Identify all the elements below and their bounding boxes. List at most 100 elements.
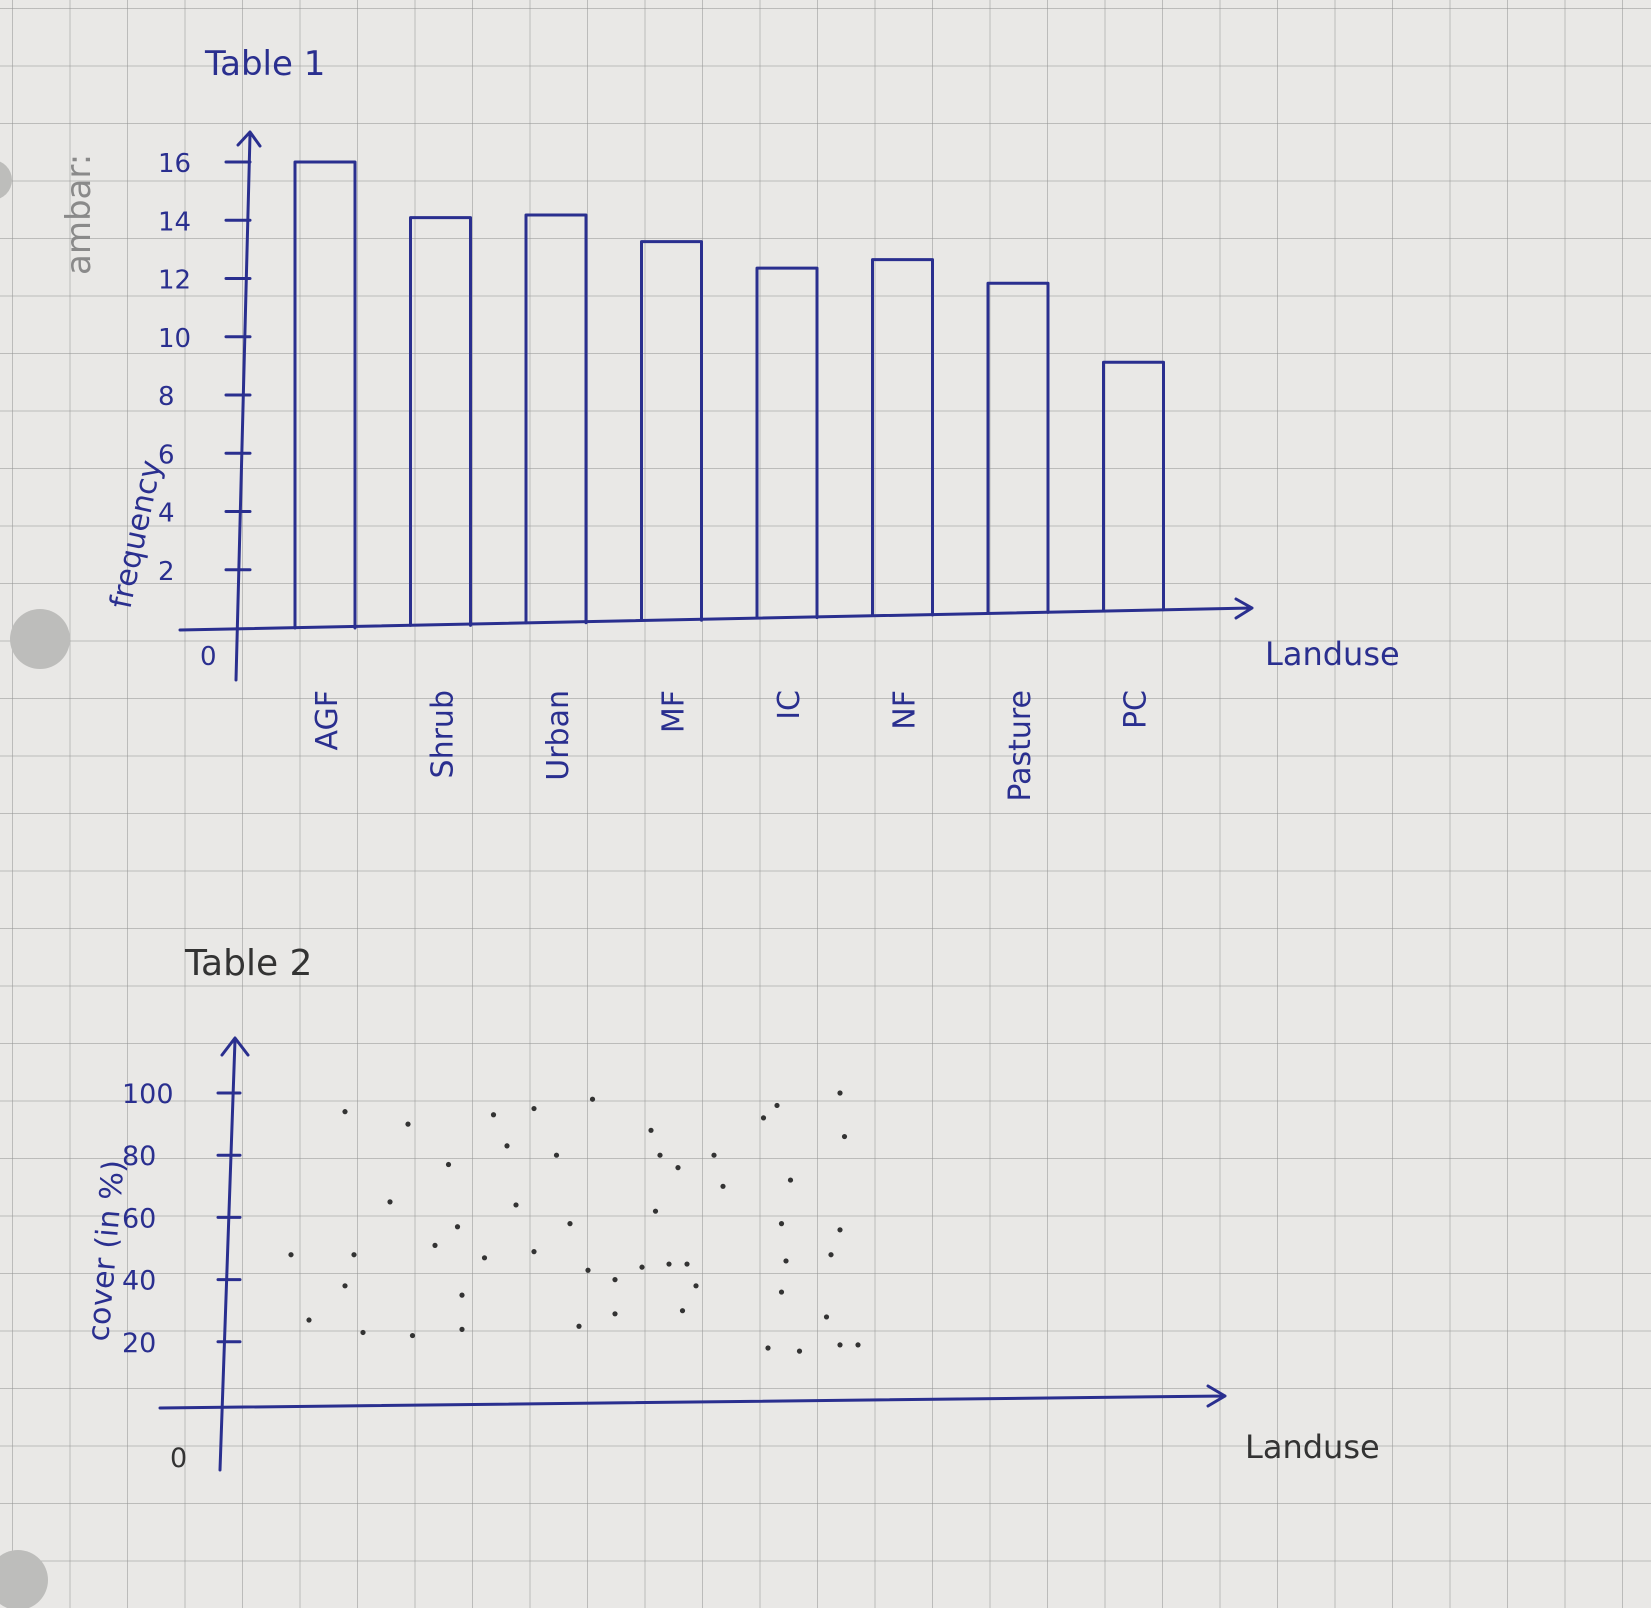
chart2-point xyxy=(612,1311,618,1317)
chart1-x-label: Landuse xyxy=(1265,635,1400,673)
chart1-bar xyxy=(524,213,588,625)
chart2-point xyxy=(405,1121,411,1127)
chart1-bar xyxy=(871,258,934,617)
chart2-y-ticks: 0 20 40 60 80 100 xyxy=(122,1079,242,1474)
chart2-point xyxy=(652,1208,659,1214)
chart1-x-axis xyxy=(178,597,1254,632)
chart2-point xyxy=(513,1202,519,1208)
chart2-point xyxy=(684,1261,690,1267)
chart2-point xyxy=(459,1326,465,1332)
chart1-y-tick-label: 2 xyxy=(158,557,175,587)
chart2-points xyxy=(288,1090,861,1354)
chart1-category-label: Shrub xyxy=(426,690,461,778)
chart2-point xyxy=(387,1199,393,1205)
chart1-bar xyxy=(640,240,703,622)
chart2-point xyxy=(409,1332,416,1339)
chart2-y-tick-label: 60 xyxy=(122,1203,156,1234)
chart2-point xyxy=(504,1143,510,1149)
chart1-y-axis xyxy=(234,130,262,682)
chart1-category-label: MF xyxy=(657,690,692,733)
chart2-point xyxy=(639,1264,645,1270)
chart2-point xyxy=(553,1152,560,1158)
chart1-category-label: NF xyxy=(888,690,923,730)
chart2-y-tick-label: 0 xyxy=(170,1443,187,1474)
chart1-category-label: IC xyxy=(772,690,807,720)
chart2-point xyxy=(693,1283,699,1289)
chart2-point xyxy=(783,1258,789,1264)
chart2-x-axis xyxy=(158,1384,1227,1410)
chart1-y-label: frequency xyxy=(104,457,170,611)
chart2-point xyxy=(787,1177,794,1183)
chart2-point xyxy=(765,1345,771,1351)
chart2-y-label: cover (in %) xyxy=(81,1159,132,1343)
chart2-point xyxy=(675,1165,681,1171)
chart2-point xyxy=(657,1152,663,1158)
chart2-point xyxy=(828,1252,834,1258)
chart2-point xyxy=(585,1267,591,1273)
chart2-y-tick-label: 80 xyxy=(122,1141,156,1172)
chart2-y-tick-label: 20 xyxy=(122,1328,156,1359)
chart2-point xyxy=(711,1152,717,1158)
chart2-point xyxy=(720,1183,726,1189)
chart1-y-tick-label: 8 xyxy=(158,382,175,412)
chart2-point xyxy=(855,1342,861,1348)
chart1-y-tick-label: 10 xyxy=(158,324,191,354)
chart2-point xyxy=(342,1283,348,1289)
chart2-y-tick-label: 40 xyxy=(122,1266,156,1297)
chart1-bars xyxy=(293,160,1165,630)
chart2-point xyxy=(648,1127,654,1133)
chart1-bar xyxy=(755,266,819,620)
chart1-bar xyxy=(293,160,357,630)
chart2-x-label: Landuse xyxy=(1245,1428,1380,1466)
chart2-point xyxy=(567,1221,573,1227)
binder-hole xyxy=(0,1550,48,1608)
chart2-point xyxy=(490,1112,497,1118)
chart2-point xyxy=(679,1308,686,1314)
chart2-point xyxy=(778,1221,785,1227)
chart1-bar xyxy=(1102,360,1165,612)
chart2-point xyxy=(837,1342,843,1348)
chart2-point xyxy=(823,1314,830,1320)
chart2-point xyxy=(576,1323,582,1329)
scatter-chart: Table 2 Landuse cover (in %) 0 20 40 60 80 10… xyxy=(81,943,1380,1474)
chart2-point xyxy=(481,1255,488,1261)
chart1-category-labels: AGF Shrub Urban MF IC NF Pasture PC xyxy=(310,690,1154,802)
chart2-y-tick-label: 100 xyxy=(122,1079,174,1110)
chart2-title: Table 2 xyxy=(184,943,312,984)
chart2-point xyxy=(666,1261,672,1267)
chart1-bar xyxy=(986,281,1050,614)
chart2-point xyxy=(778,1289,785,1295)
chart2-point xyxy=(432,1242,438,1248)
chart2-point xyxy=(841,1133,848,1140)
chart2-y-axis xyxy=(218,1036,250,1472)
chart2-point xyxy=(837,1227,843,1233)
chart2-point xyxy=(531,1249,537,1255)
binder-hole xyxy=(10,609,70,669)
chart1-y-tick-label: 4 xyxy=(158,499,175,529)
chart2-point xyxy=(760,1115,767,1121)
chart2-point xyxy=(454,1224,461,1230)
chart2-point xyxy=(531,1105,537,1112)
chart2-point xyxy=(796,1348,803,1354)
binder-hole xyxy=(0,161,12,199)
chart1-y-tick-label: 6 xyxy=(158,440,175,470)
chart1-y-tick-label: 16 xyxy=(158,149,191,179)
chart2-point xyxy=(837,1090,843,1096)
chart2-point xyxy=(342,1109,348,1115)
chart1-y-tick-label: 12 xyxy=(158,266,191,296)
margin-label: ambar: xyxy=(59,154,99,275)
bar-chart: Table 1 Landuse frequency 0246810121416 … xyxy=(104,44,1400,802)
chart2-point xyxy=(360,1329,366,1336)
chart1-title: Table 1 xyxy=(204,44,325,84)
chart1-category-label: PC xyxy=(1119,690,1154,729)
chart1-bar xyxy=(409,216,472,627)
chart1-category-label: Pasture xyxy=(1003,690,1038,802)
chart2-point xyxy=(306,1317,312,1323)
chart1-y-tick-label: 0 xyxy=(200,642,217,672)
chart1-y-ticks: 0 2 4 6 8 10 12 14 16 xyxy=(158,149,252,672)
chart2-point xyxy=(612,1277,618,1283)
chart2-point xyxy=(459,1292,465,1298)
chart1-y-tick-label: 14 xyxy=(158,207,191,237)
chart2-point xyxy=(351,1252,357,1258)
